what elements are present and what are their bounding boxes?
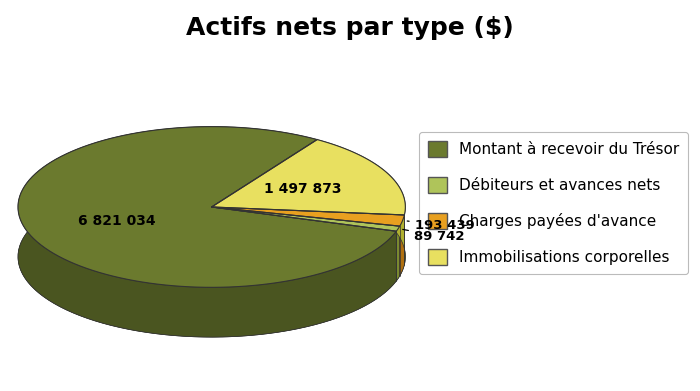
Text: 193 439: 193 439: [407, 219, 475, 232]
Text: Actifs nets par type ($): Actifs nets par type ($): [186, 16, 514, 39]
Polygon shape: [211, 207, 405, 226]
Polygon shape: [211, 207, 400, 231]
Polygon shape: [211, 140, 405, 215]
Text: 1 497 873: 1 497 873: [264, 182, 341, 196]
Text: 6 821 034: 6 821 034: [78, 214, 155, 228]
Polygon shape: [400, 215, 405, 276]
Text: 89 742: 89 742: [402, 230, 464, 243]
Polygon shape: [396, 226, 400, 281]
Polygon shape: [18, 127, 396, 337]
Polygon shape: [18, 127, 396, 287]
Legend: Montant à recevoir du Trésor, Débiteurs et avances nets, Charges payées d'avance: Montant à recevoir du Trésor, Débiteurs …: [419, 132, 688, 274]
Polygon shape: [18, 176, 405, 337]
Polygon shape: [317, 140, 405, 265]
